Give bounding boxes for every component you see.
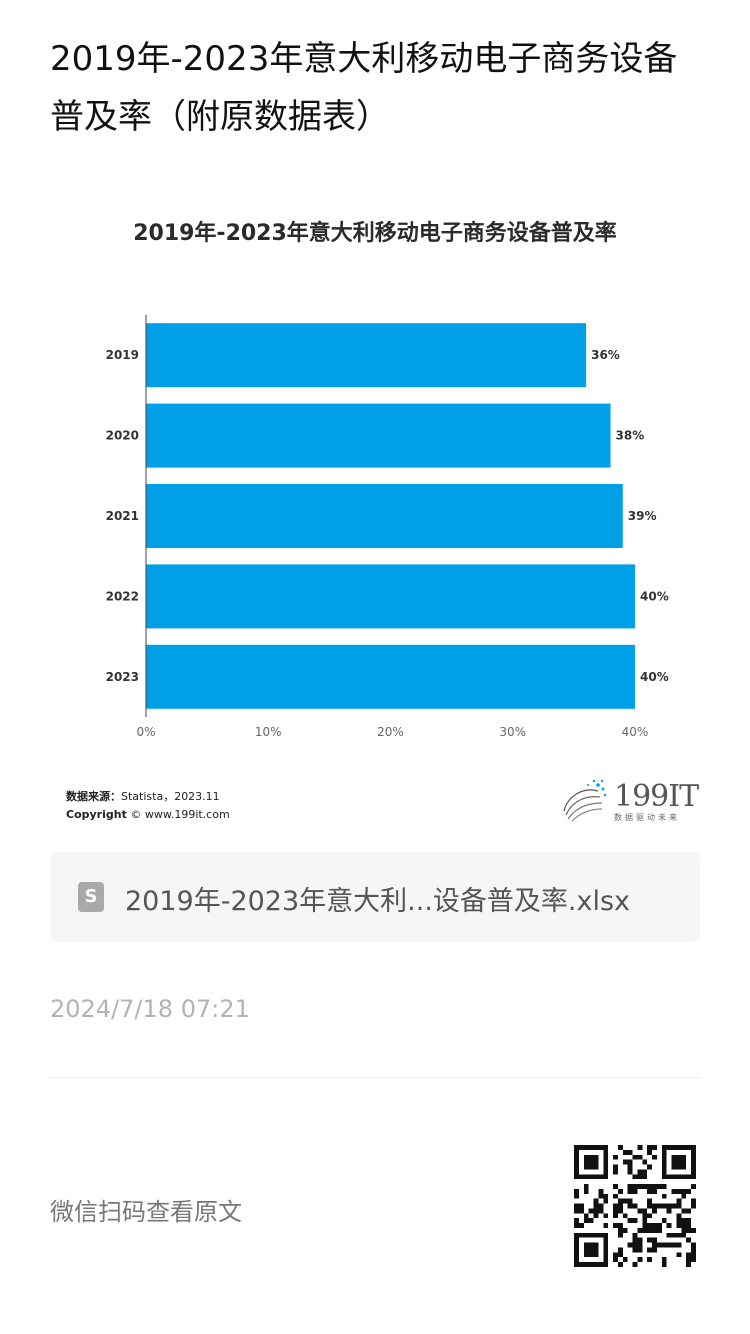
x-tick-label: 40% bbox=[622, 725, 649, 739]
bar-2020 bbox=[146, 403, 611, 468]
brand-swirl-icon bbox=[563, 779, 607, 822]
bar-chart: 2019 36% 2020 38% 2021 39% 2022 40% 2023 40% 0% 10%… bbox=[106, 315, 669, 739]
spreadsheet-file-icon: S bbox=[78, 882, 104, 912]
attachment-file[interactable]: S 2019年-2023年意大利...设备普及率.xlsx bbox=[50, 852, 700, 942]
x-tick-label: 30% bbox=[499, 725, 526, 739]
data-label: 38% bbox=[616, 429, 645, 443]
attachment-filename[interactable]: 2019年-2023年意大利...设备普及率.xlsx bbox=[125, 886, 631, 917]
copyright: Copyright © www.199it.com bbox=[66, 808, 230, 821]
bar-2021 bbox=[146, 484, 623, 548]
copyright-label: Copyright bbox=[66, 808, 127, 821]
data-source: 数据来源：Statista，2023.11 bbox=[66, 788, 220, 804]
y-tick-label: 2023 bbox=[106, 670, 139, 684]
bar-2023 bbox=[146, 644, 635, 709]
qr-caption: 微信扫码查看原文 bbox=[50, 1198, 242, 1226]
chart-title: 2019年-2023年意大利移动电子商务设备普及率 bbox=[133, 221, 617, 246]
brand-logo: 199IT 数据驱动未来 bbox=[558, 777, 699, 827]
y-tick-label: 2021 bbox=[106, 509, 139, 523]
x-tick-label: 20% bbox=[377, 725, 404, 739]
qr-code-icon[interactable] bbox=[574, 1145, 696, 1267]
data-label: 40% bbox=[640, 670, 669, 684]
y-tick-label: 2020 bbox=[106, 429, 139, 443]
publish-timestamp: 2024/7/18 07:21 bbox=[50, 995, 250, 1023]
qr-modules bbox=[574, 1145, 696, 1267]
copyright-value: © www.199it.com bbox=[130, 808, 230, 821]
data-label: 40% bbox=[640, 589, 669, 603]
bar-2022 bbox=[146, 564, 635, 629]
data-label: 36% bbox=[591, 348, 620, 362]
chart-card: 2019 36% 2020 38% 2021 39% 2022 40% 2023 40% 0% 10%… bbox=[50, 195, 700, 835]
x-tick-label: 0% bbox=[136, 725, 155, 739]
y-tick-label: 2019 bbox=[106, 348, 139, 362]
brand-name: 199IT bbox=[614, 779, 699, 814]
divider bbox=[50, 1077, 700, 1078]
file-icon-letter: S bbox=[84, 886, 98, 907]
y-tick-label: 2022 bbox=[106, 589, 139, 603]
page-title: 2019年-2023年意大利移动电子商务设备普及率（附原数据表） bbox=[50, 39, 678, 137]
x-tick-label: 10% bbox=[255, 725, 282, 739]
source-value: Statista，2023.11 bbox=[121, 790, 220, 803]
brand-tagline: 数据驱动未来 bbox=[614, 813, 680, 822]
data-label: 39% bbox=[628, 509, 657, 523]
source-label: 数据来源： bbox=[66, 790, 121, 803]
bar-2019 bbox=[146, 323, 587, 388]
